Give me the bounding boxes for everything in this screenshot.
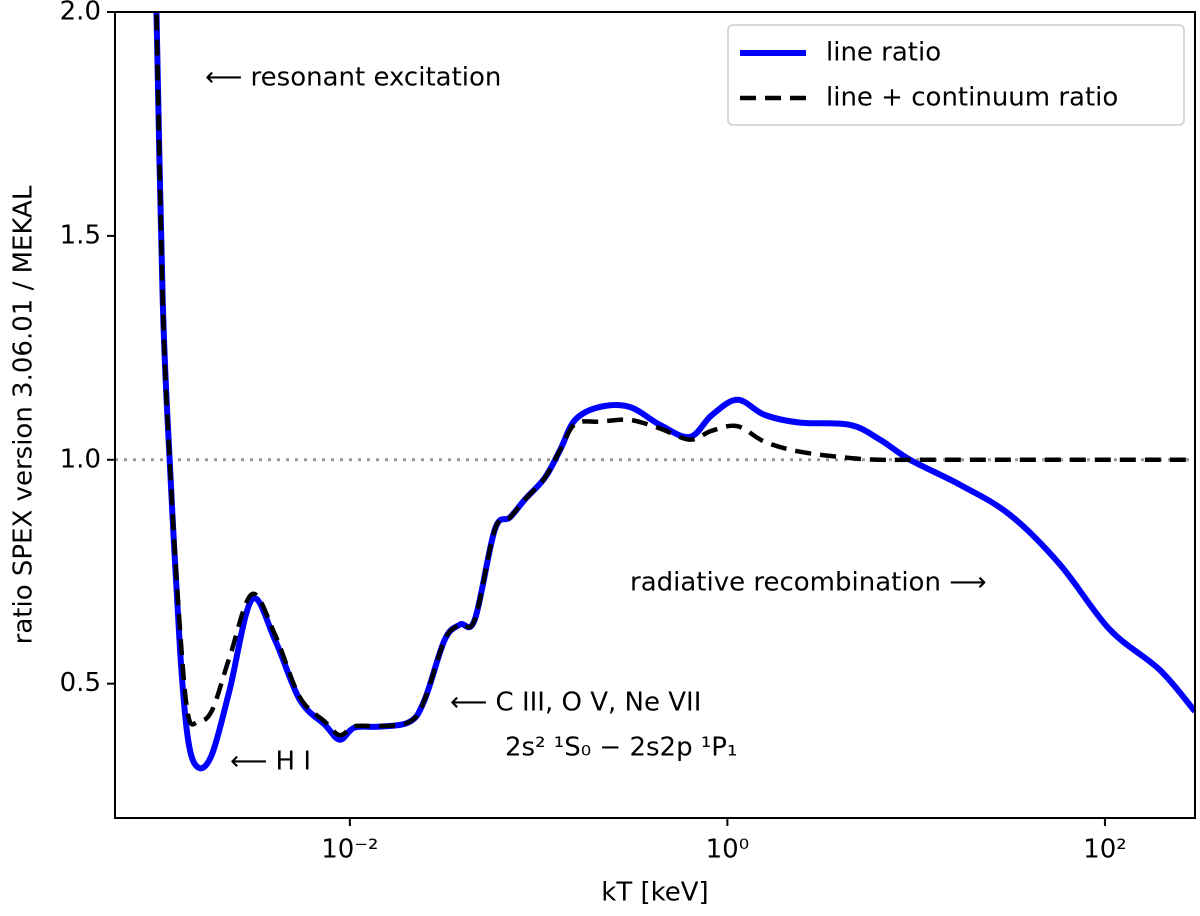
y-tick-label: 1.5 (60, 220, 101, 250)
annotation: ⟵ resonant excitation (205, 63, 501, 93)
plot-frame (114, 11, 1196, 819)
x-tick-label: 10⁻² (321, 835, 378, 865)
annotation: 2s² ¹S₀ − 2s2p ¹P₁ (505, 733, 737, 763)
x-axis-label: kT [keV] (601, 878, 708, 908)
annotation: ⟵ C III, O V, Ne VII (450, 688, 701, 718)
legend-box (727, 24, 1185, 126)
series-line (154, 12, 1195, 738)
annotation: radiative recombination ⟶ (630, 568, 986, 598)
x-tick-label: 10⁰ (706, 835, 750, 865)
legend-label: line + continuum ratio (826, 83, 1118, 113)
y-tick-label: 1.0 (60, 444, 101, 474)
y-tick-label: 2.0 (60, 0, 101, 27)
legend-label: line ratio (826, 38, 941, 68)
y-tick-label: 0.5 (60, 668, 101, 698)
plot-area (153, 12, 1195, 772)
annotation: ⟵ H I (230, 747, 311, 777)
y-axis-label: ratio SPEX version 3.06.01 / MEKAL (9, 185, 39, 644)
series-line (153, 12, 1195, 772)
x-tick-label: 10² (1083, 835, 1127, 865)
